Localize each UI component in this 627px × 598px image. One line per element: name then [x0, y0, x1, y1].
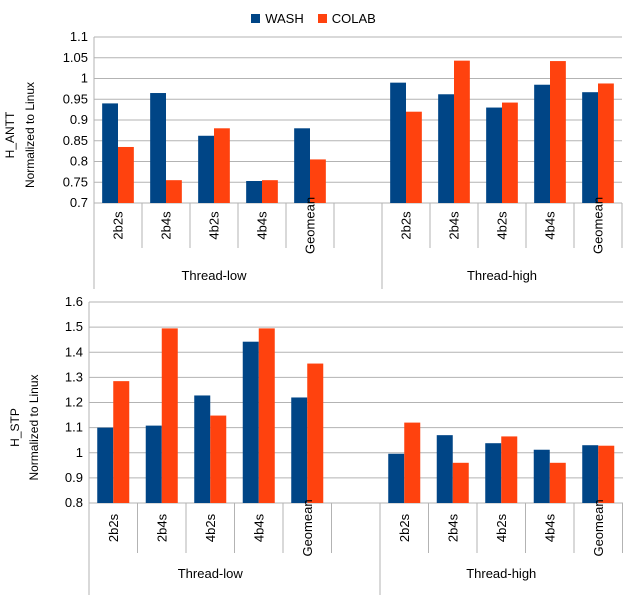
chart1-bar-wash [246, 181, 262, 203]
chart1-bar-wash [534, 84, 550, 203]
chart2-group-label: Thread-low [178, 566, 244, 581]
chart1-y-axis-title: H_ANTT [3, 111, 17, 158]
legend-item-wash: WASH [251, 11, 304, 26]
chart2-bar-colab [598, 445, 615, 503]
chart1-category-label: Geomean [303, 197, 318, 254]
chart2-category-label: Geomean [300, 499, 315, 556]
chart2-group-label: Thread-high [466, 566, 536, 581]
chart1-bar-wash [582, 92, 598, 203]
legend-item-colab: COLAB [317, 10, 376, 26]
chart2-bar-wash [145, 425, 162, 503]
chart1-ytick-label: 0.85 [63, 133, 88, 148]
chart2-bar-wash [582, 445, 599, 503]
chart1-bar-wash [150, 93, 166, 203]
chart2-bar-colab [452, 462, 469, 503]
chart1-bar-wash [438, 94, 454, 203]
chart2-bar-wash [388, 453, 405, 503]
chart2-bar-colab [258, 328, 275, 503]
legend-label-wash: WASH [265, 10, 304, 26]
chart1-ytick-label: 0.75 [63, 174, 88, 189]
chart1-category-label: 2b2s [399, 211, 414, 240]
chart2-bar-wash [242, 341, 259, 503]
chart1-category-label: 4b4s [543, 211, 558, 240]
chart2-bar-colab [501, 436, 518, 503]
chart1-bar-colab [262, 180, 278, 203]
chart1-bar-wash [486, 107, 502, 203]
chart2-category-label: 2b4s [445, 513, 460, 542]
chart1-bar-colab [406, 111, 422, 203]
chart1-bar-colab [550, 61, 566, 203]
chart2-bar-wash [194, 395, 211, 503]
chart2-category-label: 2b4s [154, 513, 169, 542]
chart1-category-label: 4b2s [495, 211, 510, 240]
chart1-group-label: Thread-low [181, 268, 247, 283]
chart2-y-axis-subtitle: Normalized to Linux [27, 374, 41, 480]
chart2-category-label: 4b2s [494, 513, 509, 542]
chart1-category-label: 4b4s [255, 211, 270, 240]
chart2-bar-colab [113, 381, 130, 503]
chart2-category-label: 4b2s [203, 513, 218, 542]
chart2-bar-wash [291, 397, 308, 503]
chart1-bar-colab [166, 180, 182, 203]
chart2-bar-colab [307, 363, 324, 503]
chart2-ytick-label: 0.8 [65, 495, 83, 510]
chart1-ytick-label: 0.95 [63, 91, 88, 106]
chart2-ytick-label: 1.1 [65, 420, 83, 435]
chart1-bar-colab [502, 102, 518, 203]
chart2-category-label: Geomean [591, 499, 606, 556]
chart2-bar-wash [97, 427, 114, 503]
chart-legend: WASH COLAB [0, 9, 627, 27]
chart1-y-axis-subtitle: Normalized to Linux [23, 82, 37, 188]
chart1-bar-wash [102, 103, 118, 203]
chart2-bar-colab [161, 328, 178, 503]
chart1-bar-colab [310, 159, 326, 203]
chart2-ytick-label: 1.6 [65, 294, 83, 309]
chart1-bar-colab [598, 83, 614, 203]
legend-swatch-wash [251, 13, 261, 23]
chart2-bar-wash [485, 443, 502, 503]
chart2-ytick-label: 1.2 [65, 395, 83, 410]
chart1-ytick-label: 0.9 [70, 112, 88, 127]
chart1-bar-colab [214, 128, 230, 203]
chart2-category-label: 2b2s [106, 513, 121, 542]
legend-swatch-colab [317, 13, 327, 23]
chart2-bar-colab [404, 422, 421, 503]
chart2-bar-wash [533, 449, 550, 503]
chart2-ytick-label: 1 [76, 445, 83, 460]
chart2-ytick-label: 1.5 [65, 319, 83, 334]
chart1-bar-colab [454, 60, 470, 203]
chart2-ytick-label: 1.4 [65, 344, 83, 359]
chart1-category-label: 2b2s [111, 211, 126, 240]
chart2-category-label: 2b2s [397, 513, 412, 542]
chart2-bar-colab [210, 415, 227, 503]
chart1-bar-wash [294, 128, 310, 203]
chart2-category-label: 4b4s [251, 513, 266, 542]
chart2-bar-wash [436, 435, 453, 503]
chart1-bar-colab [118, 146, 134, 203]
chart2-bar-colab [549, 462, 566, 503]
chart1-category-label: Geomean [591, 197, 606, 254]
chart1-category-label: 2b4s [159, 211, 174, 240]
chart1-ytick-label: 1.1 [70, 29, 88, 44]
chart1-category-label: 2b4s [447, 211, 462, 240]
chart1-category-label: 4b2s [207, 211, 222, 240]
chart2-y-axis-title: H_STP [8, 408, 22, 447]
chart1-ytick-label: 0.7 [70, 195, 88, 210]
chart1-group-label: Thread-high [467, 268, 537, 283]
chart1-ytick-label: 1.05 [63, 50, 88, 65]
chart2-ytick-label: 0.9 [65, 470, 83, 485]
chart1-bar-wash [390, 82, 406, 203]
chart2-ytick-label: 1.3 [65, 369, 83, 384]
chart1-bar-wash [198, 135, 214, 203]
chart2-category-label: 4b4s [542, 513, 557, 542]
chart1-ytick-label: 0.8 [70, 154, 88, 169]
chart1-ytick-label: 1 [81, 71, 88, 86]
legend-label-colab: COLAB [331, 10, 376, 26]
